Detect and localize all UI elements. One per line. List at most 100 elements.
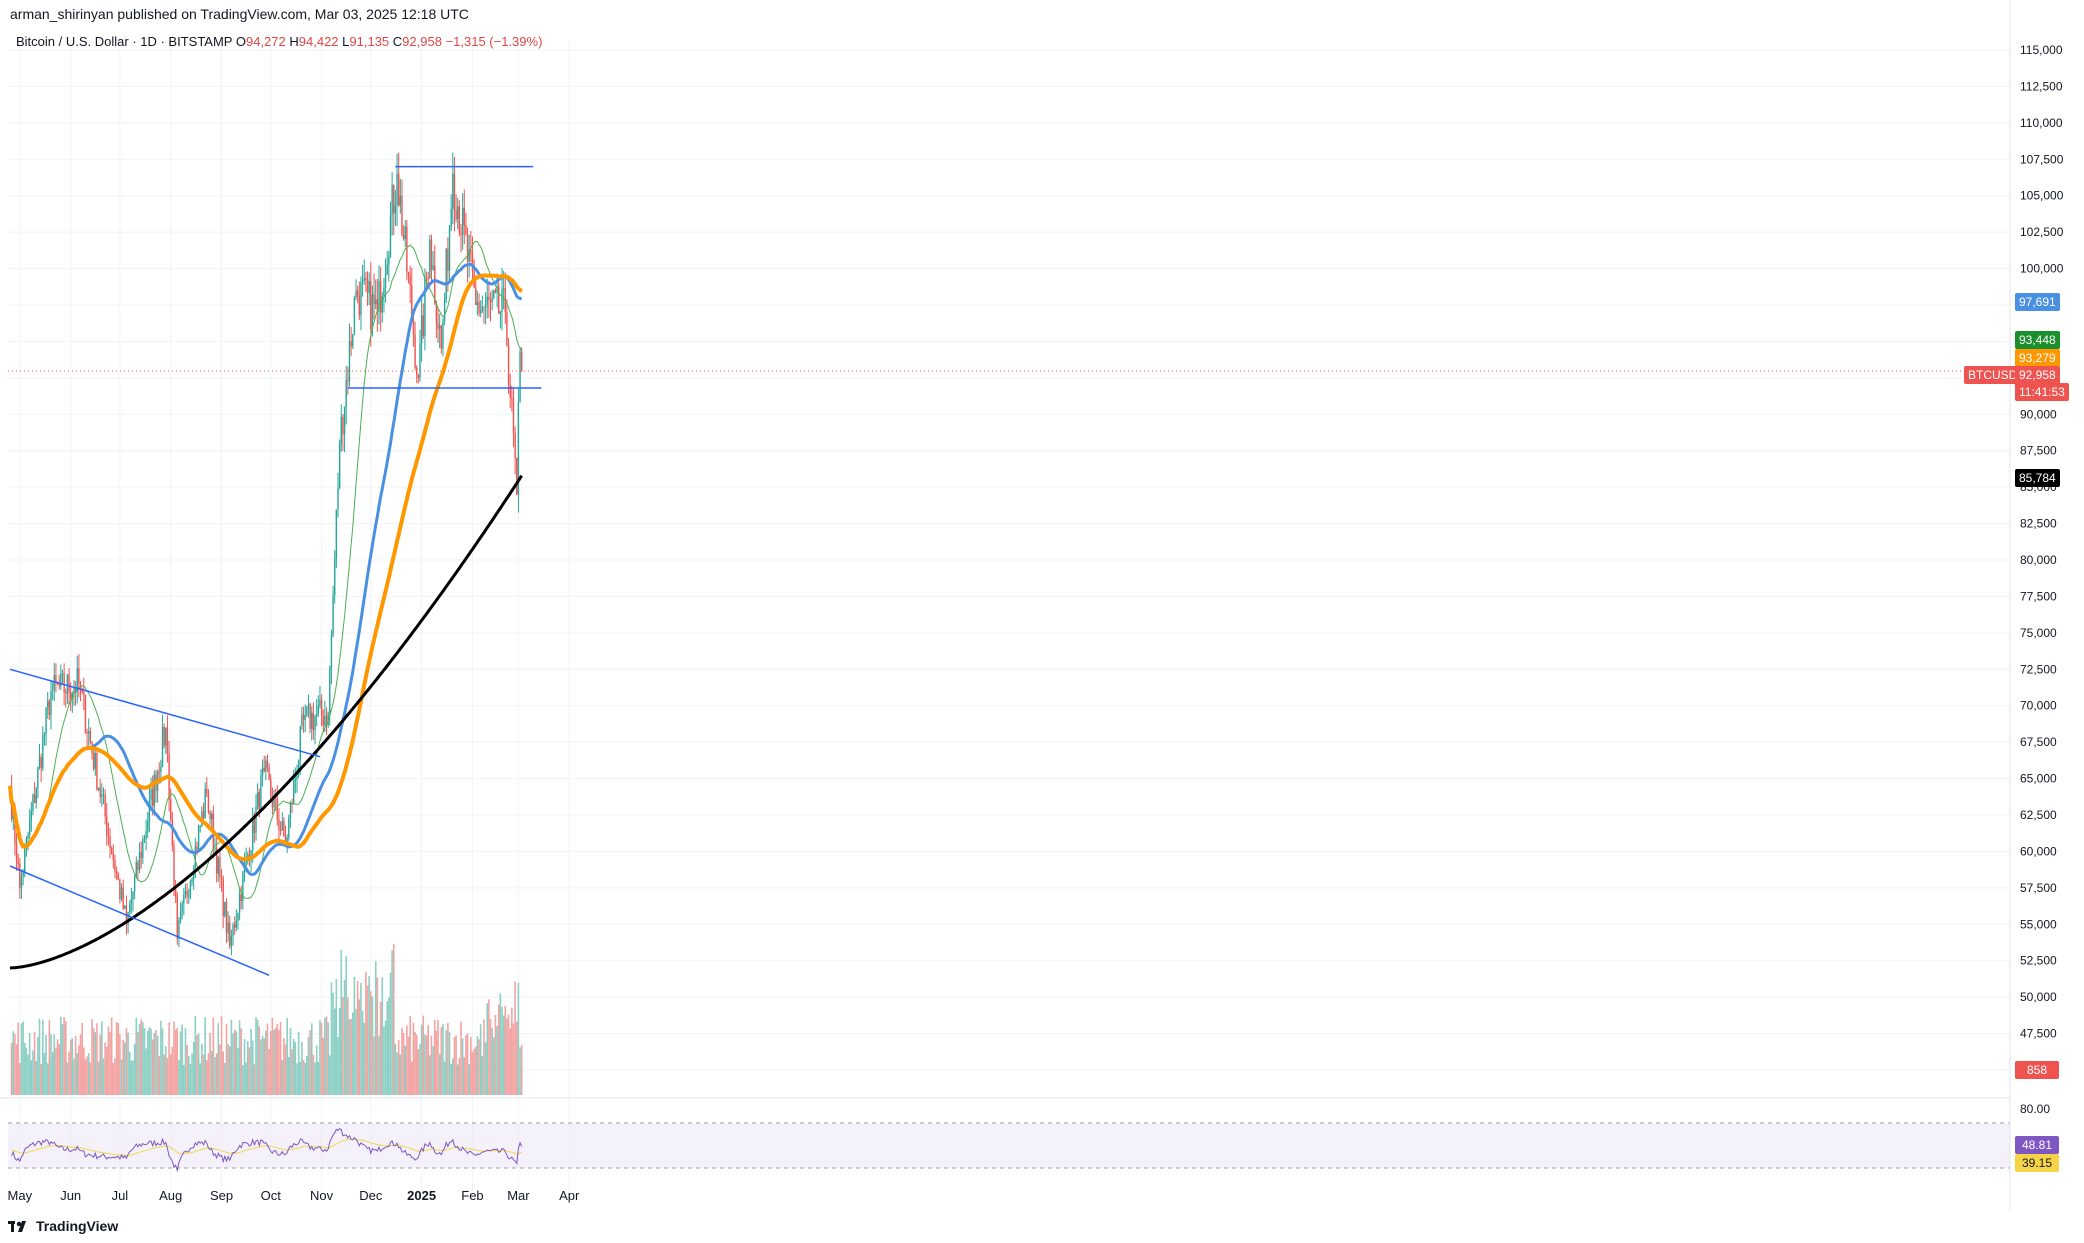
volume-bar bbox=[225, 1023, 228, 1095]
volume-bar bbox=[142, 1022, 144, 1095]
volume-bar bbox=[68, 1051, 70, 1095]
candle-body bbox=[440, 325, 443, 349]
candle bbox=[38, 743, 41, 770]
volume-bar bbox=[437, 1020, 439, 1095]
volume-bar bbox=[197, 1033, 200, 1095]
volume-bar bbox=[40, 1063, 42, 1095]
volume-bar bbox=[66, 1062, 69, 1095]
candle-body bbox=[466, 235, 469, 262]
volume-bar bbox=[173, 1021, 175, 1095]
candle bbox=[289, 800, 292, 829]
candle bbox=[120, 883, 123, 902]
candle bbox=[28, 808, 31, 840]
volume-bar bbox=[419, 1043, 421, 1095]
volume-bar bbox=[32, 1050, 34, 1095]
candle bbox=[368, 272, 370, 306]
rsi-tick-label: 80.00 bbox=[2020, 1102, 2050, 1116]
candle bbox=[411, 267, 413, 322]
volume-bar bbox=[511, 1007, 513, 1095]
candle bbox=[230, 929, 233, 956]
candle-body bbox=[120, 887, 123, 899]
volume-bar bbox=[460, 1021, 462, 1095]
candle-body bbox=[165, 727, 167, 746]
candle bbox=[499, 310, 502, 329]
high-label: H bbox=[289, 34, 299, 49]
candle bbox=[179, 902, 182, 924]
candle bbox=[391, 172, 393, 236]
candle bbox=[307, 694, 310, 718]
candle bbox=[386, 251, 388, 275]
volume-bar bbox=[392, 943, 395, 1095]
candle-body bbox=[470, 249, 472, 254]
candle bbox=[519, 347, 521, 403]
candle-body bbox=[242, 871, 244, 901]
candle-body bbox=[124, 905, 126, 909]
candle-body bbox=[360, 281, 362, 316]
volume-bar bbox=[38, 1018, 41, 1095]
channel-lower-line bbox=[9, 865, 270, 976]
volume-bar bbox=[366, 985, 369, 1095]
candle bbox=[486, 278, 488, 319]
volume-bar bbox=[360, 983, 362, 1095]
volume-bar bbox=[337, 1036, 339, 1095]
candle-body bbox=[214, 848, 216, 850]
volume-bar bbox=[355, 1009, 357, 1095]
volume-bar bbox=[493, 1037, 495, 1095]
volume-bar bbox=[383, 1026, 385, 1095]
volume-bar bbox=[79, 1034, 82, 1095]
volume-bar bbox=[494, 1014, 497, 1095]
volume-bar bbox=[245, 1062, 247, 1095]
volume-bar bbox=[237, 1048, 239, 1095]
candle-body bbox=[174, 889, 177, 897]
volume-bar bbox=[386, 1001, 388, 1095]
volume-bar bbox=[442, 1023, 444, 1095]
volume-bar bbox=[474, 1046, 477, 1095]
volume-bar bbox=[296, 1063, 298, 1095]
candle-body bbox=[188, 896, 190, 898]
candle-body bbox=[271, 796, 274, 808]
candle-body bbox=[404, 226, 406, 239]
volume-bar bbox=[299, 1061, 302, 1095]
candle-body bbox=[71, 692, 74, 699]
volume-bar bbox=[22, 1021, 24, 1095]
volume-bar bbox=[286, 1017, 288, 1095]
candle bbox=[440, 324, 443, 354]
candle bbox=[516, 457, 518, 496]
candle-body bbox=[45, 707, 47, 734]
candle bbox=[115, 866, 118, 880]
volume-bar bbox=[125, 1027, 128, 1095]
volume-bar bbox=[404, 1045, 407, 1095]
countdown-tag: 11:41:53 bbox=[2015, 383, 2069, 401]
volume-bar bbox=[489, 1019, 492, 1095]
candle bbox=[178, 917, 180, 948]
volume-bar bbox=[112, 1063, 115, 1095]
candle-body bbox=[278, 819, 280, 831]
volume-bar bbox=[133, 1043, 136, 1095]
candle bbox=[51, 681, 54, 701]
volume-bar bbox=[381, 977, 384, 1095]
candle bbox=[137, 859, 139, 880]
x-tick-label: 2025 bbox=[407, 1188, 436, 1203]
tradingview-logo[interactable]: TradingView bbox=[8, 1218, 118, 1234]
candle-body bbox=[493, 290, 495, 298]
candle bbox=[235, 909, 238, 932]
volume-bar bbox=[156, 1035, 159, 1095]
candle bbox=[445, 247, 447, 304]
candle bbox=[165, 727, 167, 754]
change-value: −1,315 (−1.39%) bbox=[445, 34, 543, 49]
candle-body bbox=[293, 780, 295, 805]
volume-bar bbox=[15, 1044, 18, 1095]
candle bbox=[517, 389, 520, 513]
candle-body bbox=[381, 296, 383, 313]
candle bbox=[143, 834, 146, 844]
volume-bar bbox=[230, 1019, 233, 1095]
candle-body bbox=[294, 779, 297, 781]
volume-bar bbox=[291, 1049, 293, 1095]
y-tick-label: 75,000 bbox=[2020, 626, 2057, 640]
candle-body bbox=[498, 286, 500, 314]
candle bbox=[361, 264, 364, 297]
volume-bar bbox=[143, 1028, 146, 1095]
candle bbox=[404, 220, 406, 248]
candle bbox=[437, 308, 439, 343]
